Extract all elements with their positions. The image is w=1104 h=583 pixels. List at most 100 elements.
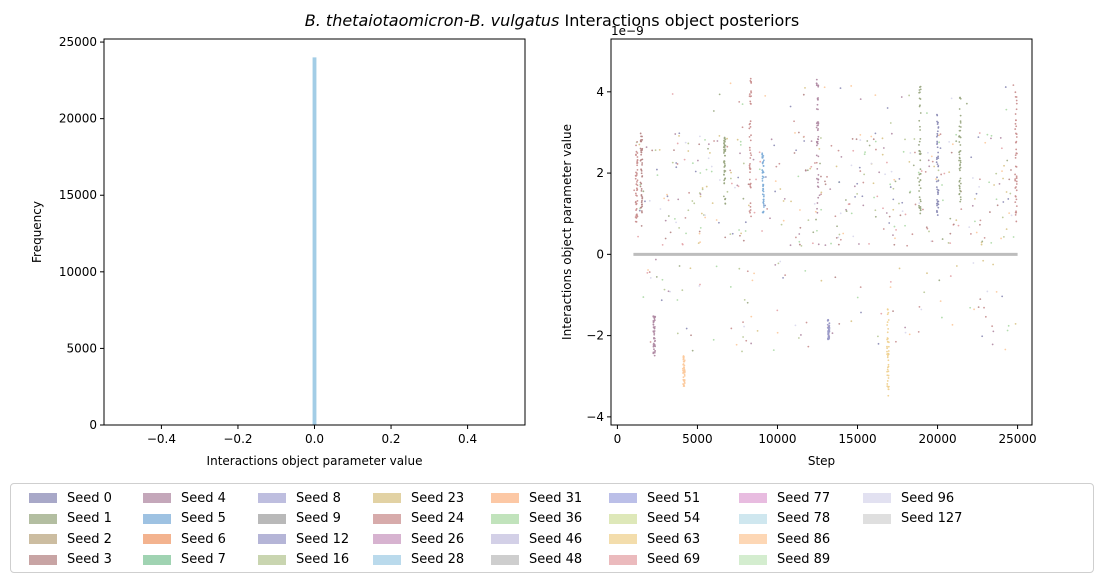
scatter-point (697, 159, 699, 162)
scatter-point (748, 127, 751, 130)
scatter-point (1015, 133, 1018, 135)
scatter-point (653, 332, 656, 335)
scatter-point (919, 172, 922, 175)
scatter-point (681, 367, 684, 370)
legend-swatch (739, 534, 767, 544)
scatter-point (820, 137, 822, 139)
scatter-point (690, 334, 692, 337)
scatter-point (886, 324, 889, 326)
scatter-point (639, 181, 642, 184)
scatter-point (762, 159, 765, 162)
scatter-point (850, 320, 853, 323)
scatter-point (815, 108, 818, 110)
scatter-point (738, 100, 741, 103)
scatter-point (949, 232, 952, 235)
scatter-point (880, 312, 883, 315)
scatter-point (826, 175, 828, 178)
scatter-point (684, 141, 687, 144)
scatter-point (748, 178, 751, 181)
legend-item: Seed 23 (373, 488, 464, 508)
x-axis-label: Step (808, 454, 835, 468)
scatter-point (697, 242, 700, 244)
scatter-point (729, 233, 732, 236)
scatter-point (809, 167, 812, 170)
scatter-point (761, 169, 764, 171)
scatter-point (990, 241, 993, 244)
scatter-point (683, 359, 686, 362)
scatter-point (712, 338, 715, 341)
scatter-point (858, 166, 861, 169)
scatter-point (979, 219, 982, 222)
legend-item: Seed 5 (143, 509, 226, 529)
scatter-point (937, 165, 940, 168)
scatter-point (762, 195, 765, 198)
scatter-point (762, 204, 765, 207)
legend-swatch (373, 534, 401, 544)
scatter-point (824, 244, 827, 247)
scatter-point (789, 244, 792, 247)
scatter-point (919, 168, 922, 171)
scatter-point (640, 135, 642, 138)
legend-label: Seed 127 (901, 511, 963, 526)
scatter-point (683, 364, 686, 367)
scatter-point (898, 267, 901, 270)
scatter-point (892, 208, 895, 211)
scatter-point (939, 300, 942, 303)
scatter-point (839, 87, 842, 90)
legend-label: Seed 48 (529, 552, 583, 567)
scatter-point (876, 195, 879, 198)
scatter-point (699, 195, 702, 198)
scatter-point (1005, 191, 1008, 193)
scatter-point (872, 138, 875, 141)
scatter-point (798, 243, 801, 246)
scatter-point (736, 184, 739, 187)
scatter-point (715, 265, 718, 268)
scatter-point (993, 184, 995, 186)
scatter-point (882, 228, 885, 230)
scatter-point (669, 290, 671, 293)
legend-item: Seed 16 (258, 550, 349, 570)
scatter-point (1010, 169, 1012, 171)
scatter-point (742, 197, 745, 200)
scatter-point (1005, 228, 1008, 231)
scatter-point (878, 171, 881, 174)
scatter-point (749, 162, 751, 165)
scatter-point (923, 291, 926, 294)
scatter-point (887, 370, 890, 373)
scatter-point (691, 349, 694, 352)
scatter-point (816, 142, 819, 145)
scatter-point (800, 244, 803, 247)
scatter-point (918, 91, 920, 94)
scatter-point (977, 306, 980, 309)
scatter-point (919, 137, 922, 140)
scatter-point (689, 267, 692, 270)
scatter-point (827, 335, 830, 338)
scatter-point (1014, 187, 1017, 189)
scatter-point (874, 94, 877, 97)
scatter-point (1009, 192, 1012, 195)
scatter-point (959, 121, 962, 124)
scatter-point (904, 138, 906, 141)
scatter-point (640, 158, 643, 161)
scatter-point (978, 185, 981, 188)
scatter-point (685, 327, 688, 330)
scatter-point (704, 216, 707, 219)
scatter-point (653, 348, 655, 351)
scatter-point (749, 120, 752, 123)
scatter-point (761, 230, 763, 232)
scatter-point (635, 209, 637, 211)
x-tick-label: 0.4 (458, 432, 477, 446)
scatter-point (986, 133, 989, 136)
scatter-point (887, 377, 890, 379)
scatter-point (653, 319, 656, 321)
scatter-point (908, 160, 911, 163)
scatter-point (990, 137, 992, 140)
legend-item: Seed 9 (258, 509, 341, 529)
scatter-point (729, 169, 732, 172)
scatter-point (682, 363, 685, 365)
scatter-point (936, 140, 939, 143)
scatter-point (958, 129, 961, 132)
scatter-point (764, 94, 767, 97)
scatter-point (673, 217, 676, 220)
y-tick-label: 20000 (59, 112, 97, 126)
